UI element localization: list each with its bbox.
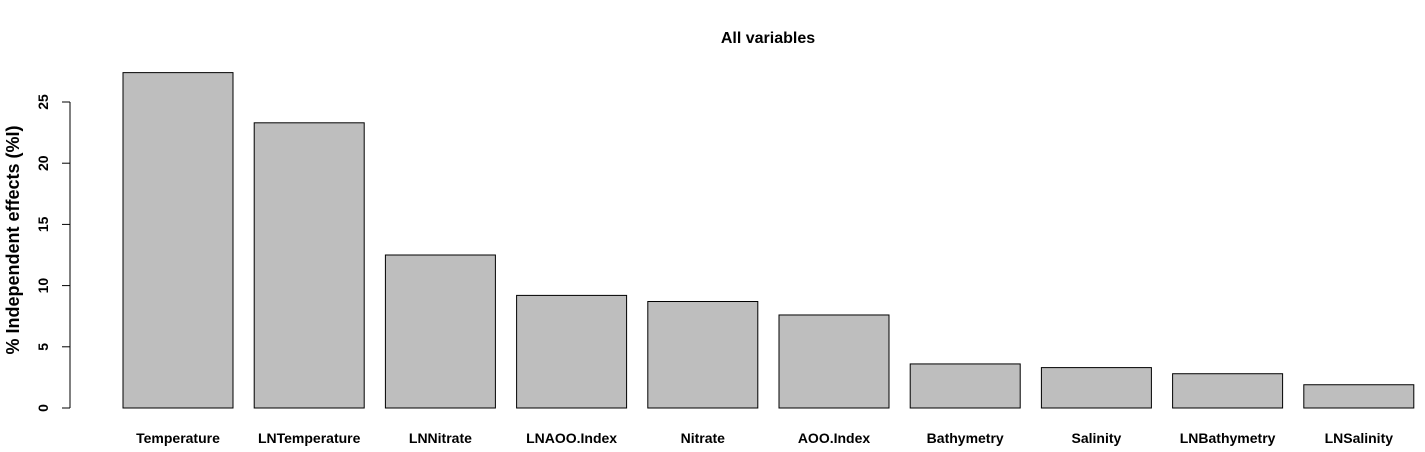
x-tick-label: Salinity (1072, 430, 1122, 446)
bar (253, 122, 365, 409)
x-tick-label: LNAOO.Index (526, 430, 617, 446)
category-labels: Temperature LNTemperature LNNitrate LNAOO.I… (136, 430, 1393, 446)
bars-group (122, 72, 1415, 409)
x-tick-label: Bathymetry (927, 430, 1004, 446)
x-tick-label: LNBathymetry (1180, 430, 1276, 446)
bar (909, 363, 1021, 409)
x-tick-label: LNNitrate (409, 430, 472, 446)
y-axis: 0 5 10 15 20 25 (35, 94, 71, 412)
bar (778, 314, 890, 409)
x-tick-label: LNSalinity (1325, 430, 1394, 446)
y-axis-label: % Independent effects (%I) (3, 125, 23, 354)
x-tick-label: LNTemperature (258, 430, 361, 446)
bar (1303, 384, 1415, 409)
y-tick-label: 0 (35, 404, 51, 412)
y-tick-label: 10 (35, 278, 51, 294)
bar (384, 254, 496, 409)
y-tick-label: 15 (35, 216, 51, 232)
bar (1040, 367, 1152, 409)
y-tick-label: 25 (35, 94, 51, 110)
x-tick-label: Temperature (136, 430, 220, 446)
bar (1172, 373, 1284, 409)
x-tick-label: AOO.Index (798, 430, 871, 446)
chart-title: All variables (721, 30, 815, 47)
y-tick-label: 20 (35, 155, 51, 171)
y-tick-label: 5 (35, 343, 51, 351)
bar (516, 294, 628, 409)
x-tick-label: Nitrate (681, 430, 726, 446)
bar (647, 301, 759, 409)
bar (122, 72, 234, 409)
